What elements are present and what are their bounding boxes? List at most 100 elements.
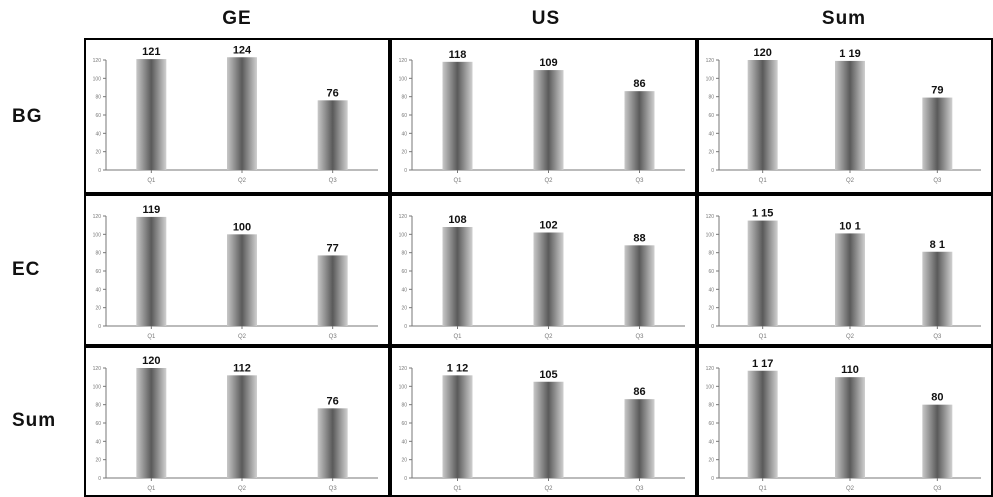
y-tick-label: 0 xyxy=(404,324,407,330)
bar-value-label: 105 xyxy=(539,369,557,381)
panel-frame xyxy=(697,38,993,194)
y-tick-label: 0 xyxy=(98,168,101,174)
bar-value-label: 86 xyxy=(633,386,645,398)
x-tick-label: Q2 xyxy=(544,334,553,340)
column-header-us: US xyxy=(531,8,561,29)
chart-panel-sum-sum: 0 20 40 60 80 100 120 1 17 Q1 110 Q2 80 Q3 xyxy=(706,358,981,492)
x-tick-label: Q3 xyxy=(933,486,942,492)
bar xyxy=(533,381,564,478)
bar-value-label: 118 xyxy=(449,49,467,61)
bar xyxy=(227,375,257,478)
bar xyxy=(442,227,473,326)
y-tick-label: 0 xyxy=(98,324,101,330)
bar-value-label: 1 19 xyxy=(839,48,860,60)
y-tick-label: 0 xyxy=(404,476,407,482)
y-tick-label: 0 xyxy=(711,324,714,330)
y-tick-label: 60 xyxy=(95,113,101,119)
x-tick-label: Q2 xyxy=(846,486,855,492)
x-tick-label: Q3 xyxy=(933,334,942,340)
panel-frames xyxy=(84,38,993,497)
y-tick-label: 80 xyxy=(708,251,714,257)
x-tick-label: Q3 xyxy=(635,486,644,492)
y-tick-label: 20 xyxy=(95,150,101,156)
bar xyxy=(136,368,167,478)
bar-value-label: 121 xyxy=(142,46,160,58)
x-tick-label: Q1 xyxy=(453,178,462,184)
y-tick-label: 100 xyxy=(706,232,715,238)
bar xyxy=(317,408,348,478)
y-tick-label: 80 xyxy=(401,251,407,257)
bar xyxy=(922,97,953,170)
bar xyxy=(624,245,655,326)
x-tick-label: Q3 xyxy=(329,334,338,340)
y-tick-label: 60 xyxy=(401,421,407,427)
y-tick-label: 0 xyxy=(711,168,714,174)
x-tick-label: Q1 xyxy=(453,334,462,340)
bar-value-label: 80 xyxy=(931,392,943,404)
chart-panel-bg-sum: 0 20 40 60 80 100 120 120 Q1 1 19 Q2 79 Q3 xyxy=(706,47,981,184)
y-tick-label: 100 xyxy=(399,232,408,238)
chart-panel-sum-us: 0 20 40 60 80 100 120 1 12 Q1 105 Q2 86 Q3 xyxy=(399,362,685,492)
x-tick-label: Q1 xyxy=(147,178,156,184)
bar xyxy=(747,370,778,478)
y-tick-label: 120 xyxy=(399,366,408,372)
bar xyxy=(624,91,655,170)
bar xyxy=(922,404,953,478)
chart-panel-ec-sum: 0 20 40 60 80 100 120 1 15 Q1 10 1 Q2 8 1 Q3 xyxy=(706,208,981,340)
x-tick-label: Q2 xyxy=(544,486,553,492)
y-tick-label: 100 xyxy=(706,76,715,82)
bar-value-label: 76 xyxy=(327,87,339,99)
y-tick-label: 40 xyxy=(401,131,407,137)
x-tick-label: Q2 xyxy=(238,178,247,184)
y-tick-label: 40 xyxy=(401,439,407,445)
bar-value-label: 79 xyxy=(931,85,943,97)
bar-value-label: 10 1 xyxy=(839,220,860,232)
y-tick-label: 60 xyxy=(401,113,407,119)
panel-frame xyxy=(390,38,697,194)
chart-panel-bg-ge: 0 20 40 60 80 100 120 121 Q1 124 Q2 76 Q3 xyxy=(93,44,378,184)
bar xyxy=(747,220,778,326)
bar-value-label: 124 xyxy=(233,44,252,56)
y-tick-label: 100 xyxy=(706,384,715,390)
bar xyxy=(136,59,167,171)
bar-value-label: 120 xyxy=(142,355,160,367)
y-tick-label: 40 xyxy=(95,131,101,137)
y-tick-label: 60 xyxy=(708,269,714,275)
panel-frame xyxy=(84,38,390,194)
chart-panel-ec-us: 0 20 40 60 80 100 120 108 Q1 102 Q2 88 Q3 xyxy=(399,214,685,340)
y-tick-label: 80 xyxy=(708,403,714,409)
x-tick-label: Q3 xyxy=(635,334,644,340)
x-tick-label: Q1 xyxy=(759,334,768,340)
y-tick-label: 80 xyxy=(401,403,407,409)
bar xyxy=(835,377,865,478)
y-tick-label: 100 xyxy=(93,232,102,238)
bar xyxy=(835,60,865,170)
x-tick-label: Q1 xyxy=(759,178,768,184)
y-tick-label: 120 xyxy=(93,366,102,372)
y-tick-label: 0 xyxy=(711,476,714,482)
row-header-bg: BG xyxy=(12,106,43,127)
column-header-ge: GE xyxy=(222,8,252,29)
bar xyxy=(317,255,348,326)
y-tick-label: 100 xyxy=(93,76,102,82)
x-tick-label: Q2 xyxy=(238,334,247,340)
y-tick-label: 120 xyxy=(399,58,408,64)
x-tick-label: Q3 xyxy=(635,178,644,184)
y-tick-label: 40 xyxy=(708,287,714,293)
bar xyxy=(227,234,257,326)
bar xyxy=(747,60,778,170)
bar xyxy=(442,375,473,478)
y-tick-label: 60 xyxy=(401,269,407,275)
bar-value-label: 108 xyxy=(448,214,466,226)
x-tick-label: Q2 xyxy=(544,178,553,184)
bar-value-label: 119 xyxy=(142,204,160,216)
x-tick-label: Q2 xyxy=(238,486,247,492)
y-tick-label: 100 xyxy=(399,384,408,390)
y-tick-label: 20 xyxy=(401,150,407,156)
y-tick-label: 60 xyxy=(708,421,714,427)
y-tick-label: 20 xyxy=(401,306,407,312)
y-tick-label: 40 xyxy=(708,131,714,137)
y-tick-label: 20 xyxy=(401,458,407,464)
bar-value-label: 102 xyxy=(539,220,557,232)
y-tick-label: 120 xyxy=(706,58,715,64)
